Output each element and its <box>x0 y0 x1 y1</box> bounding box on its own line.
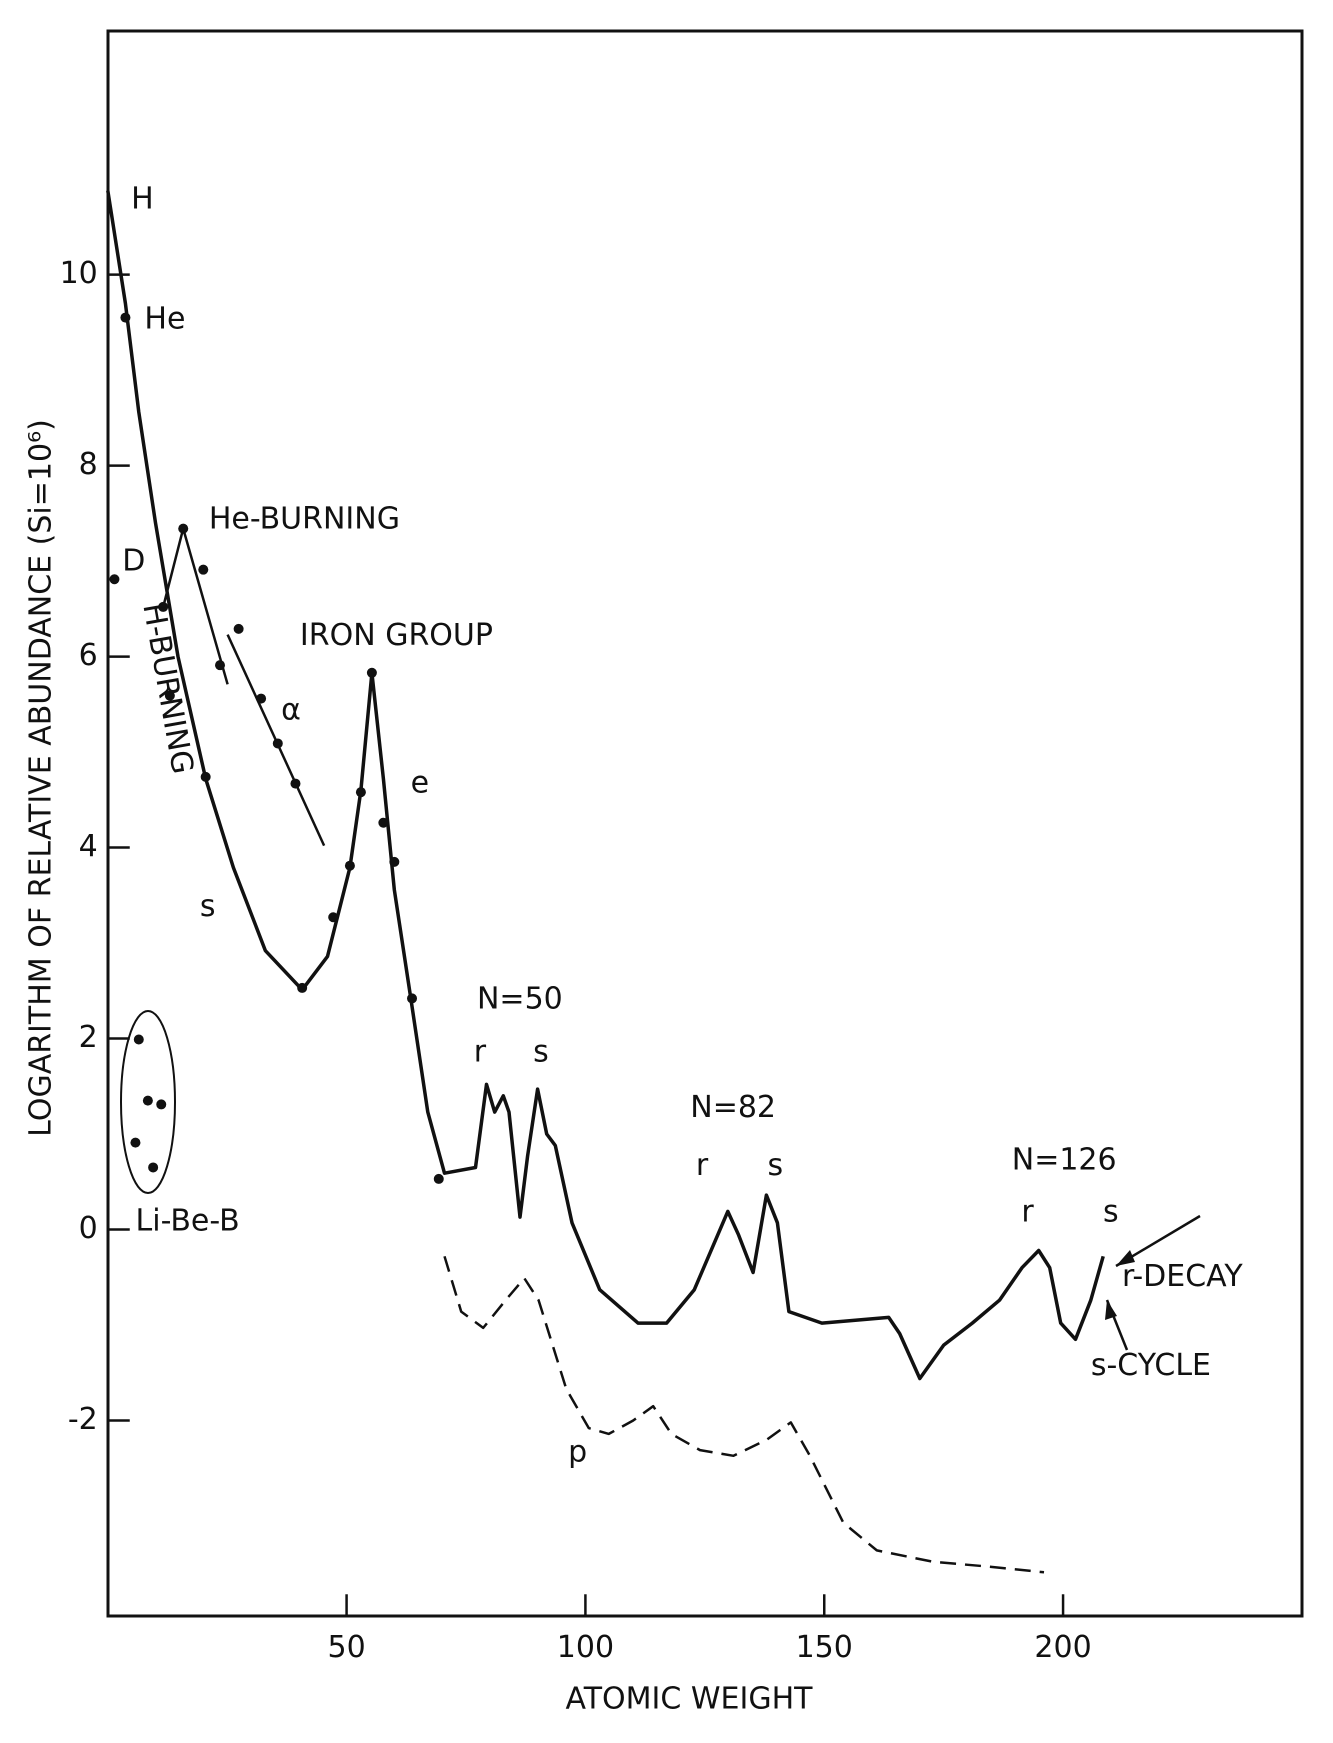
x-tick-label: 100 <box>557 1630 614 1665</box>
annotation: Li-Be-B <box>136 1203 240 1238</box>
annotation: s <box>1103 1195 1119 1230</box>
annotation: N=82 <box>690 1090 776 1125</box>
annotation: e <box>411 766 429 801</box>
data-point <box>142 1095 153 1106</box>
annotation: α <box>281 692 301 727</box>
data-point <box>433 1173 444 1184</box>
data-point <box>215 660 226 671</box>
data-point <box>148 1162 159 1173</box>
annotation: D <box>122 544 145 579</box>
annotation: r <box>696 1148 709 1183</box>
li-be-b-ellipse <box>120 1010 176 1194</box>
arrow-head <box>1105 1300 1117 1320</box>
y-tick-label: 0 <box>79 1211 98 1246</box>
y-tick-label: 8 <box>79 447 98 482</box>
y-tick-label: 10 <box>60 256 98 291</box>
annotation: r <box>474 1035 487 1070</box>
x-tick-label: 150 <box>796 1630 853 1665</box>
data-point <box>156 1099 167 1110</box>
y-axis-label: LOGARITHM OF RELATIVE ABUNDANCE (Si=10⁶) <box>24 419 59 1137</box>
annotation: s <box>768 1148 784 1183</box>
annotation: s <box>533 1035 549 1070</box>
data-point <box>198 564 209 575</box>
data-point <box>328 912 339 923</box>
annotation: He-BURNING <box>209 501 400 536</box>
y-tick-label: 6 <box>79 638 98 673</box>
data-point <box>407 993 418 1004</box>
annotation: s <box>200 889 216 924</box>
data-point <box>178 523 189 534</box>
data-point <box>133 1034 144 1045</box>
data-point <box>200 771 211 782</box>
annotation: H <box>131 181 154 216</box>
curve-dashed <box>443 1255 1045 1574</box>
data-point <box>272 738 283 749</box>
data-point <box>290 778 301 789</box>
x-tick-label: 200 <box>1034 1630 1091 1665</box>
annotation: N=126 <box>1012 1142 1117 1177</box>
annotation: r <box>1021 1195 1034 1230</box>
annotation: r-DECAY <box>1122 1259 1243 1294</box>
x-tick-label: 50 <box>327 1630 365 1665</box>
data-point <box>120 312 131 323</box>
annotation: p <box>568 1434 587 1469</box>
data-point <box>109 574 120 585</box>
plot-frame <box>106 29 1304 1618</box>
annotation: He <box>144 301 185 336</box>
y-tick-label: 4 <box>79 829 98 864</box>
data-point <box>130 1137 141 1148</box>
annotation: H-BURNING <box>135 600 199 776</box>
data-point <box>366 667 377 678</box>
annotation: s-CYCLE <box>1091 1348 1211 1383</box>
data-point <box>297 982 308 993</box>
data-point <box>158 601 169 612</box>
data-point <box>355 787 366 798</box>
data-point <box>344 860 355 871</box>
y-tick-label: 2 <box>79 1020 98 1055</box>
arrow-head <box>1116 1250 1135 1266</box>
data-point <box>389 856 400 867</box>
y-tick-label: -2 <box>68 1402 98 1437</box>
curve-solid <box>106 190 1105 1381</box>
x-axis-label: ATOMIC WEIGHT <box>566 1682 814 1717</box>
data-point <box>233 623 244 634</box>
annotation: IRON GROUP <box>300 618 493 653</box>
data-point <box>378 817 389 828</box>
data-point <box>164 690 175 701</box>
data-point <box>256 693 267 704</box>
annotation: N=50 <box>477 981 563 1016</box>
